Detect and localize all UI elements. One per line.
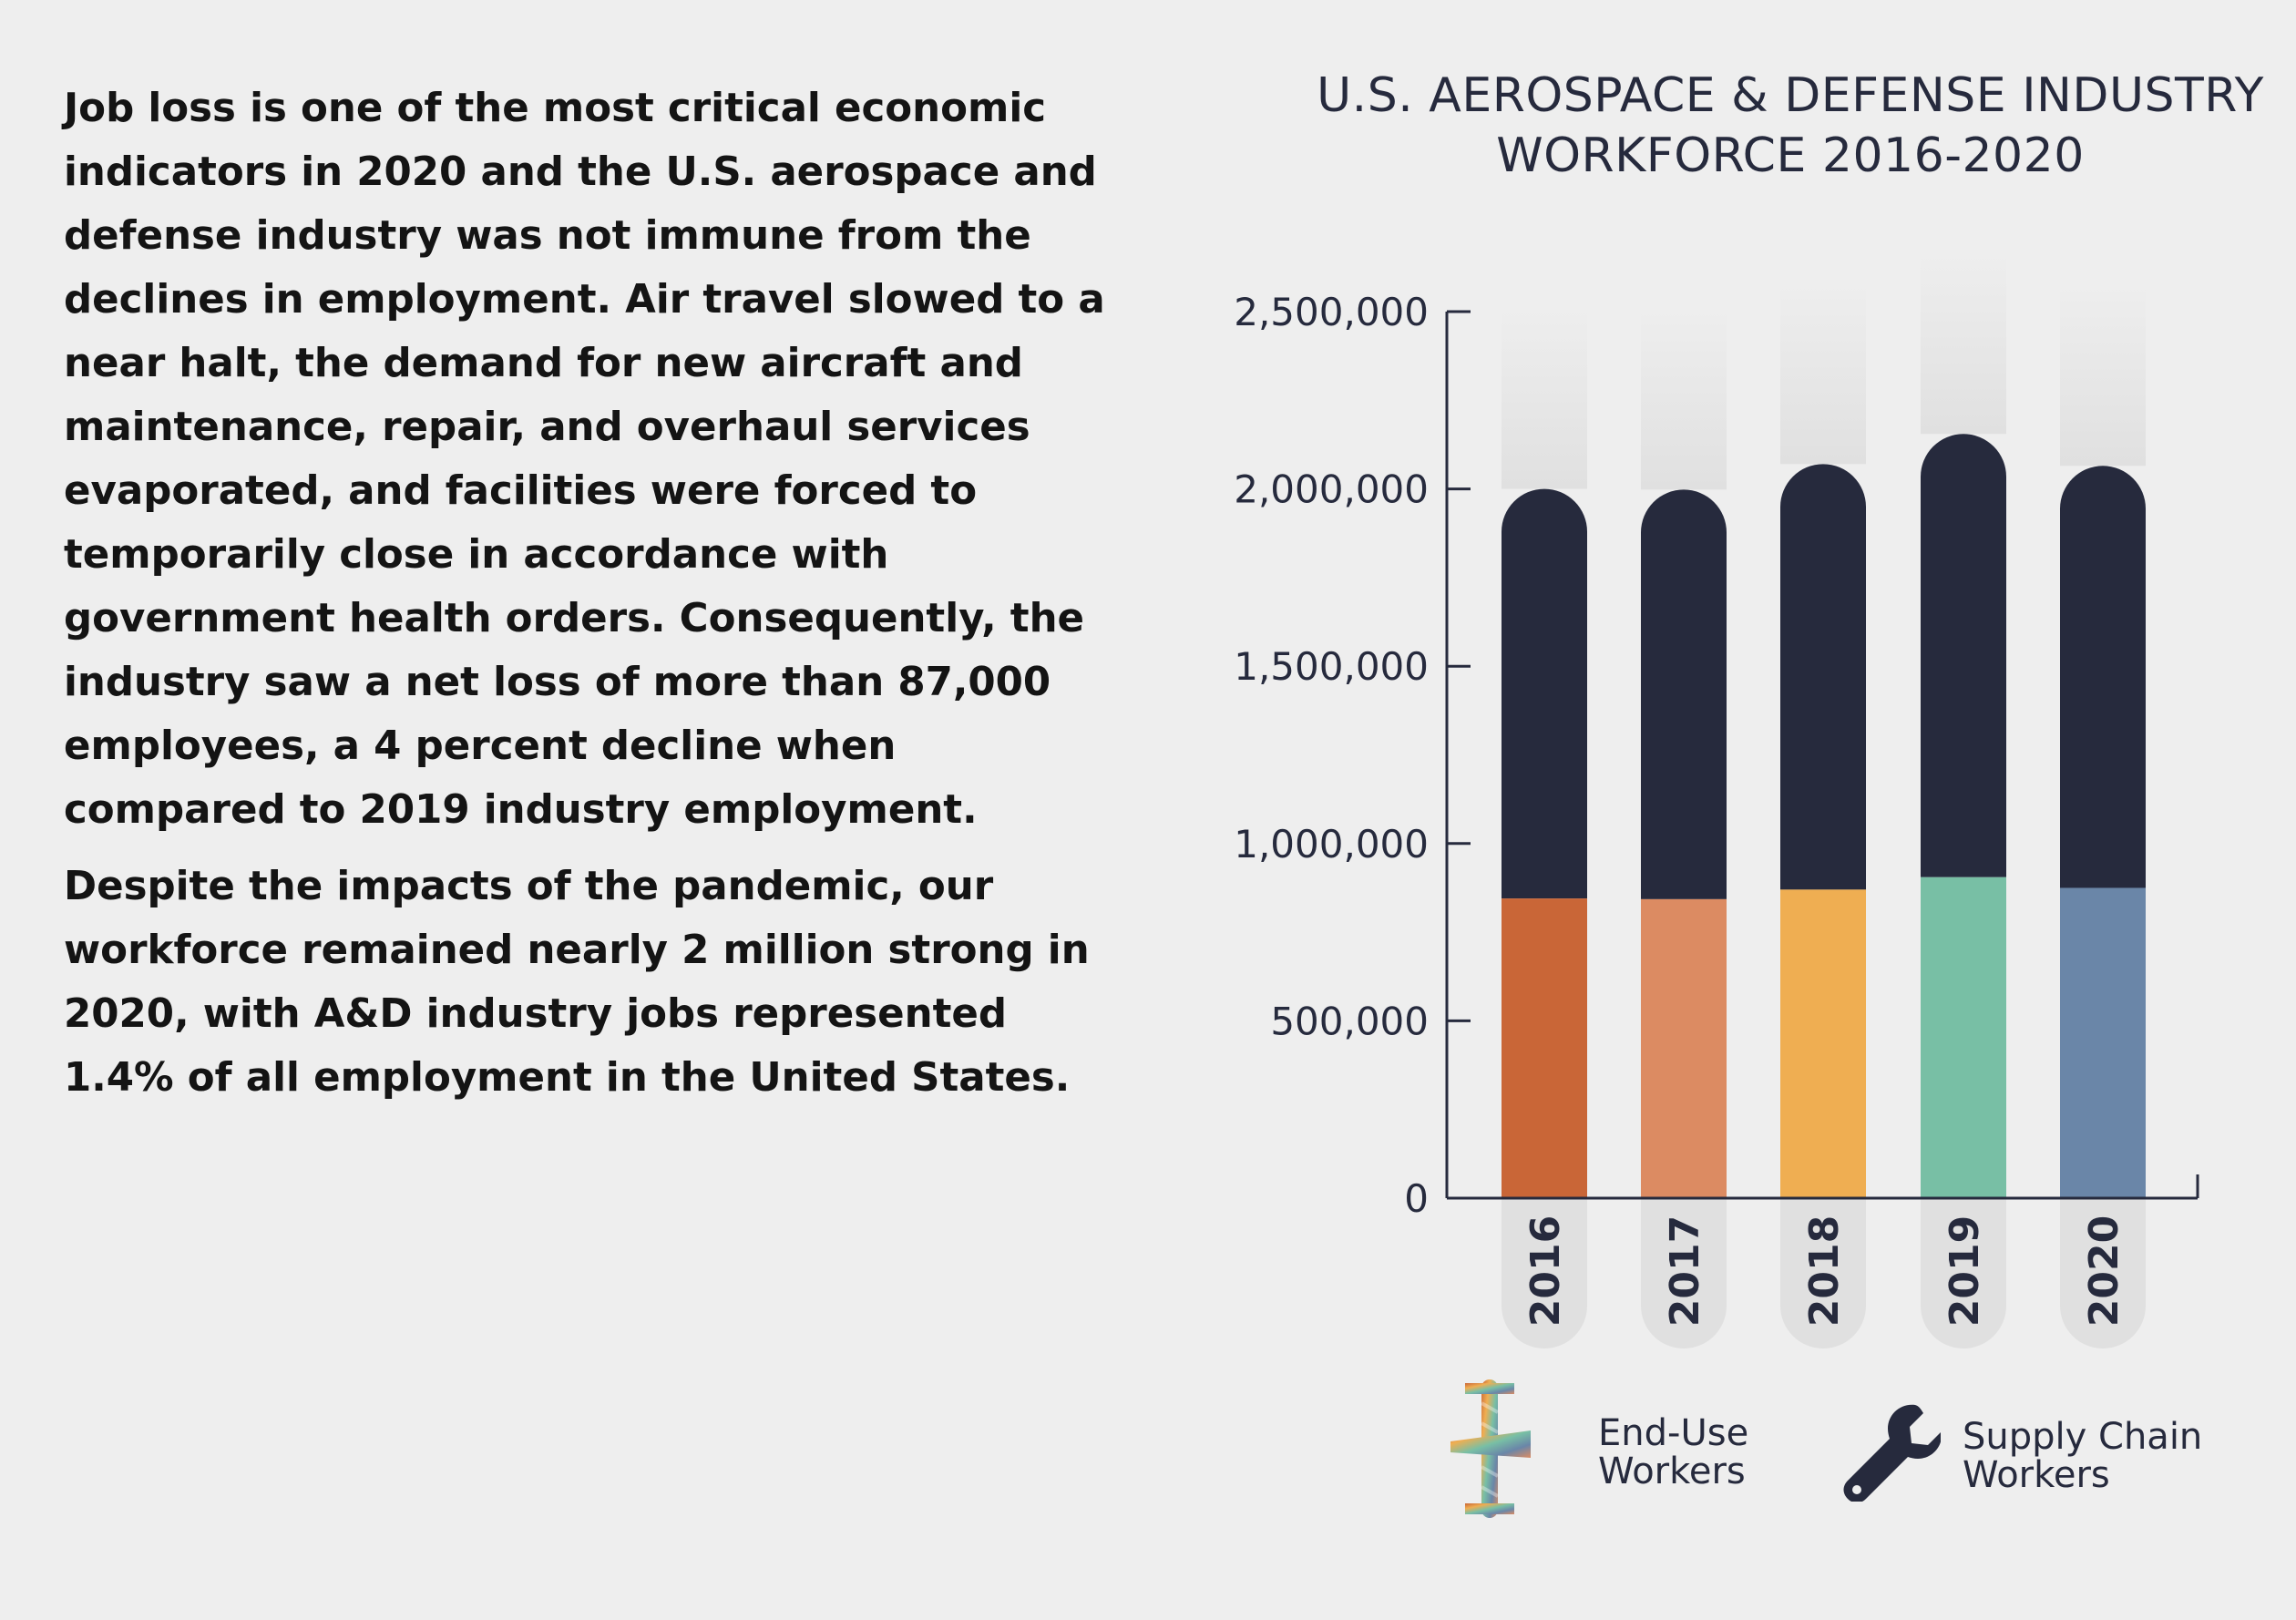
x-tick-label-2019: 2019 bbox=[1942, 1215, 1988, 1327]
bar-track-fade bbox=[2060, 283, 2146, 467]
year-label-pill-top bbox=[1641, 1198, 1727, 1253]
wrench-icon bbox=[1843, 1404, 1941, 1502]
airplane-icon bbox=[1450, 1379, 1531, 1518]
legend-end-use-line-1: End-Use bbox=[1598, 1412, 1749, 1454]
legend-label-end-use: End-Use Workers bbox=[1598, 1414, 1748, 1491]
legend-supply-chain-line-1: Supply Chain bbox=[1963, 1416, 2203, 1458]
bar-supply-chain-2016 bbox=[1501, 488, 1587, 899]
x-tick-label-2016: 2016 bbox=[1522, 1215, 1569, 1327]
paragraph-2: Despite the impacts of the pandemic, our… bbox=[64, 864, 1090, 1101]
bar-supply-chain-2018 bbox=[1780, 464, 1866, 890]
bars bbox=[1501, 434, 2146, 1198]
bar-track-fade bbox=[1921, 251, 2006, 435]
y-tick-label: 500,000 bbox=[1270, 999, 1429, 1043]
year-label-pill-top bbox=[2060, 1198, 2146, 1253]
bar-track-fade bbox=[1641, 307, 1727, 490]
chart-title-line-1: U.S. AEROSPACE & DEFENSE INDUSTRY bbox=[1317, 68, 2264, 123]
y-tick-label: 1,500,000 bbox=[1234, 644, 1429, 689]
paragraph-1: Job loss is one of the most critical eco… bbox=[64, 86, 1105, 833]
bar-end-use-2017 bbox=[1641, 898, 1727, 1198]
bar-end-use-2016 bbox=[1502, 898, 1587, 1198]
bar-end-use-2019 bbox=[1921, 877, 2006, 1198]
chart-title-line-2: WORKFORCE 2016-2020 bbox=[1496, 128, 2085, 183]
body-text: Job loss is one of the most critical eco… bbox=[64, 77, 1121, 1123]
year-label-pill-top bbox=[1921, 1198, 2006, 1253]
x-tick-label-2017: 2017 bbox=[1662, 1215, 1708, 1327]
bar-supply-chain-2020 bbox=[2060, 466, 2146, 888]
y-tick-label: 0 bbox=[1404, 1176, 1429, 1221]
bar-track-fade bbox=[1502, 306, 1587, 489]
x-tick-label-2020: 2020 bbox=[2081, 1215, 2127, 1327]
y-tick-label: 2,000,000 bbox=[1234, 467, 1429, 512]
year-label-pill-top bbox=[1780, 1198, 1866, 1253]
bar-track-fade bbox=[1780, 282, 1866, 465]
bar-supply-chain-2019 bbox=[1921, 434, 2006, 877]
axes bbox=[1445, 310, 2199, 1200]
bar-end-use-2018 bbox=[1780, 889, 1866, 1198]
legend-end-use-line-2: Workers bbox=[1598, 1451, 1746, 1492]
x-tick-label-2018: 2018 bbox=[1801, 1215, 1848, 1327]
bar-end-use-2020 bbox=[2060, 887, 2146, 1198]
year-label-pill-top bbox=[1502, 1198, 1587, 1253]
chart-title: U.S. AEROSPACE & DEFENSE INDUSTRY WORKFO… bbox=[1303, 66, 2278, 186]
x-tick-labels: 2016 2017 2018 2019 2020 bbox=[1522, 1215, 2127, 1327]
y-tick-labels: 0 500,000 1,000,000 1,500,000 2,000,000 2,500… bbox=[1234, 290, 1429, 1221]
bar-background-tracks bbox=[1502, 251, 2146, 1348]
y-tick-label: 1,000,000 bbox=[1234, 822, 1429, 866]
y-tick-label: 2,500,000 bbox=[1234, 290, 1429, 334]
legend-supply-chain-line-2: Workers bbox=[1963, 1454, 2110, 1496]
legend-label-supply-chain: Supply Chain Workers bbox=[1963, 1418, 2202, 1494]
bar-supply-chain-2017 bbox=[1641, 489, 1727, 899]
